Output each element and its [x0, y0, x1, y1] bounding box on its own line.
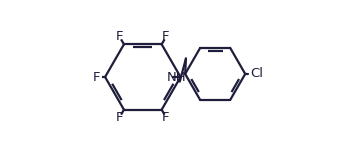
- Text: F: F: [162, 30, 170, 43]
- Text: F: F: [116, 111, 124, 124]
- Text: F: F: [93, 71, 100, 83]
- Text: Cl: Cl: [250, 67, 263, 80]
- Text: NH: NH: [167, 71, 187, 83]
- Text: F: F: [162, 111, 170, 124]
- Text: F: F: [116, 30, 124, 43]
